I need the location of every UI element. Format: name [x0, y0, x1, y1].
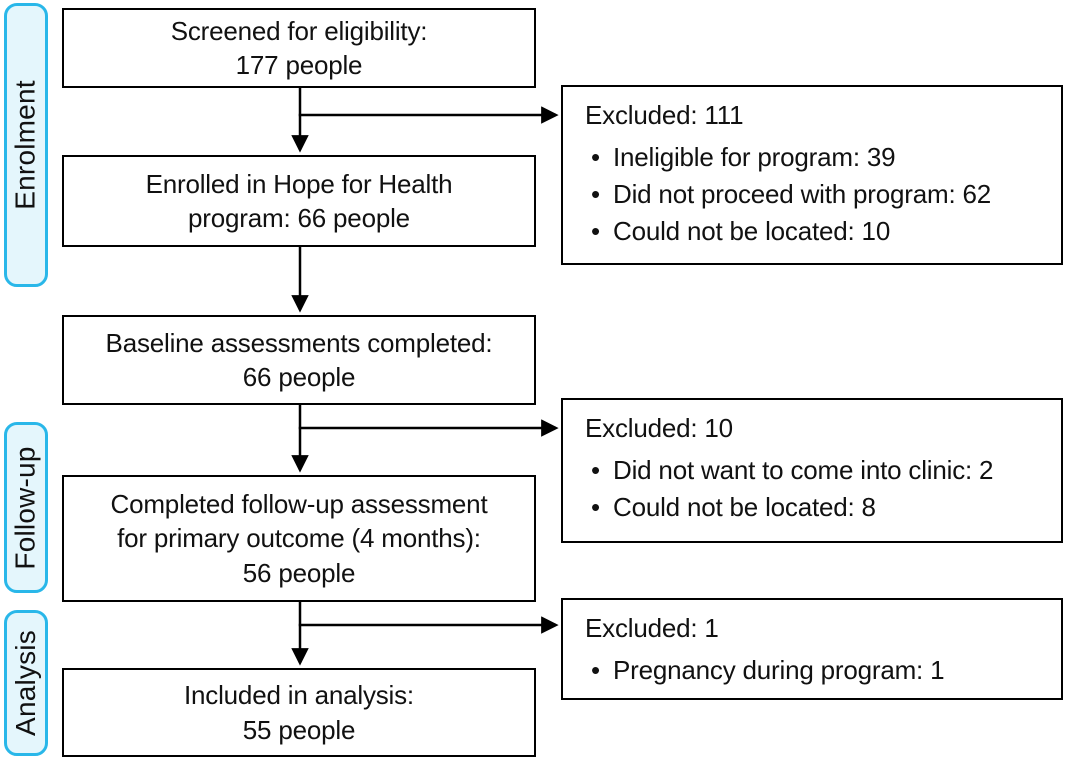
exclusion-item: Could not be located: 8	[585, 489, 1047, 526]
flow-box-screened: Screened for eligibility: 177 people	[62, 8, 536, 88]
flow-box-enrolled: Enrolled in Hope for Health program: 66 …	[62, 155, 536, 247]
exclusion-box-followup-title: Excluded: 10	[585, 413, 733, 443]
exclusion-box-enrolment: Excluded: 111 Ineligible for program: 39…	[561, 85, 1063, 265]
flow-box-analysis-text: Included in analysis: 55 people	[184, 680, 414, 745]
stage-label-follow-up: Follow-up	[4, 422, 48, 593]
exclusion-item: Did not want to come into clinic: 2	[585, 452, 1047, 489]
exclusion-box-analysis: Excluded: 1 Pregnancy during program: 1	[561, 598, 1063, 700]
exclusion-item: Did not proceed with program: 62	[585, 176, 1047, 213]
exclusion-box-enrolment-list: Ineligible for program: 39 Did not proce…	[585, 139, 1047, 250]
stage-label-enrolment-text: Enrolment	[10, 80, 42, 210]
flow-box-followup-assessment-text: Completed follow-up assessment for prima…	[110, 489, 488, 588]
stage-label-enrolment: Enrolment	[4, 3, 48, 287]
stage-label-follow-up-text: Follow-up	[10, 445, 41, 570]
flow-box-enrolled-text: Enrolled in Hope for Health program: 66 …	[145, 168, 453, 233]
stage-label-analysis-text: Analysis	[10, 630, 41, 736]
stage-label-analysis: Analysis	[4, 610, 48, 756]
flow-box-analysis: Included in analysis: 55 people	[62, 668, 536, 757]
exclusion-item: Could not be located: 10	[585, 213, 1047, 250]
exclusion-item: Ineligible for program: 39	[585, 139, 1047, 176]
flow-box-baseline: Baseline assessments completed: 66 peopl…	[62, 315, 536, 405]
flow-box-screened-text: Screened for eligibility: 177 people	[170, 15, 428, 80]
exclusion-box-analysis-title: Excluded: 1	[585, 613, 719, 643]
exclusion-box-analysis-list: Pregnancy during program: 1	[585, 652, 1047, 689]
exclusion-box-followup: Excluded: 10 Did not want to come into c…	[561, 398, 1063, 543]
flow-box-baseline-text: Baseline assessments completed: 66 peopl…	[105, 327, 493, 392]
flow-box-followup-assessment: Completed follow-up assessment for prima…	[62, 475, 536, 602]
exclusion-box-enrolment-title: Excluded: 111	[585, 100, 744, 130]
exclusion-item: Pregnancy during program: 1	[585, 652, 1047, 689]
exclusion-box-followup-list: Did not want to come into clinic: 2 Coul…	[585, 452, 1047, 526]
